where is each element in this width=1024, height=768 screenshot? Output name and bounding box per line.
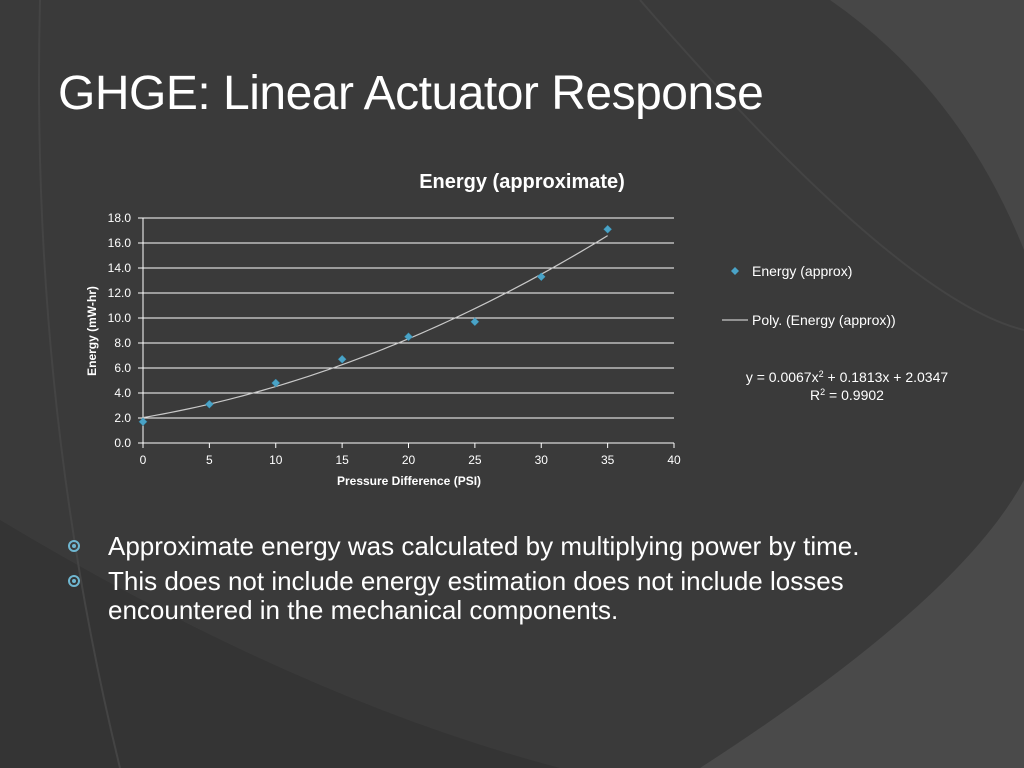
y-tick-label: 14.0 — [108, 261, 132, 275]
bullet-item: Approximate energy was calculated by mul… — [68, 532, 948, 561]
data-point — [271, 378, 281, 388]
data-point — [138, 417, 148, 427]
x-tick-label: 15 — [335, 453, 349, 467]
legend-entry-trendline: Poly. (Energy (approx)) — [752, 312, 896, 328]
x-tick-label: 25 — [468, 453, 482, 467]
bullet-list: Approximate energy was calculated by mul… — [68, 532, 948, 631]
x-tick-label: 35 — [601, 453, 615, 467]
x-tick-label: 30 — [535, 453, 549, 467]
x-tick-label: 0 — [140, 453, 147, 467]
y-tick-label: 0.0 — [114, 436, 131, 450]
data-point — [337, 354, 347, 364]
y-tick-label: 8.0 — [114, 336, 131, 350]
polynomial-trendline — [142, 235, 608, 419]
x-tick-label: 40 — [667, 453, 681, 467]
data-point — [603, 224, 612, 234]
chart-title: Energy (approximate) — [419, 171, 625, 193]
trendline-equation: y = 0.0067x2 + 0.1813x + 2.0347 — [746, 369, 949, 385]
legend-entry-series: Energy (approx) — [752, 263, 852, 279]
y-tick-label: 10.0 — [108, 311, 132, 325]
data-point — [404, 332, 413, 342]
legend-marker-diamond — [731, 267, 739, 275]
x-axis-label: Pressure Difference (PSI) — [337, 474, 481, 488]
bullet-circle-icon — [68, 540, 80, 552]
data-point — [536, 272, 546, 282]
chart-gridlines — [143, 217, 674, 444]
x-axis-ticks: 0 5 10 15 20 25 30 35 40 — [140, 453, 681, 467]
bullet-item: This does not include energy estimation … — [68, 567, 948, 625]
y-tick-label: 12.0 — [108, 286, 132, 300]
y-tick-label: 4.0 — [114, 386, 131, 400]
y-tick-label: 18.0 — [108, 211, 132, 225]
data-point — [205, 399, 214, 409]
bullet-text: Approximate energy was calculated by mul… — [108, 531, 860, 561]
y-tick-label: 6.0 — [114, 361, 131, 375]
data-point — [470, 317, 480, 327]
bullet-text: This does not include energy estimation … — [108, 566, 844, 625]
data-points — [138, 224, 612, 427]
chart-axes — [138, 217, 675, 448]
chart-legend: Energy (approx) Poly. (Energy (approx)) — [722, 263, 896, 328]
x-tick-label: 10 — [269, 453, 283, 467]
y-tick-label: 2.0 — [114, 411, 131, 425]
y-axis-label: Energy (mW-hr) — [85, 286, 99, 376]
x-tick-label: 5 — [206, 453, 213, 467]
y-axis-ticks: 0.0 2.0 4.0 6.0 8.0 10.0 12.0 14.0 16.0 18.0 — [108, 211, 132, 450]
x-tick-label: 20 — [402, 453, 416, 467]
slide-title: GHGE: Linear Actuator Response — [58, 67, 764, 120]
y-tick-label: 16.0 — [108, 236, 132, 250]
bullet-circle-icon — [68, 575, 80, 587]
trendline-r-squared: R2 = 0.9902 — [810, 387, 884, 403]
